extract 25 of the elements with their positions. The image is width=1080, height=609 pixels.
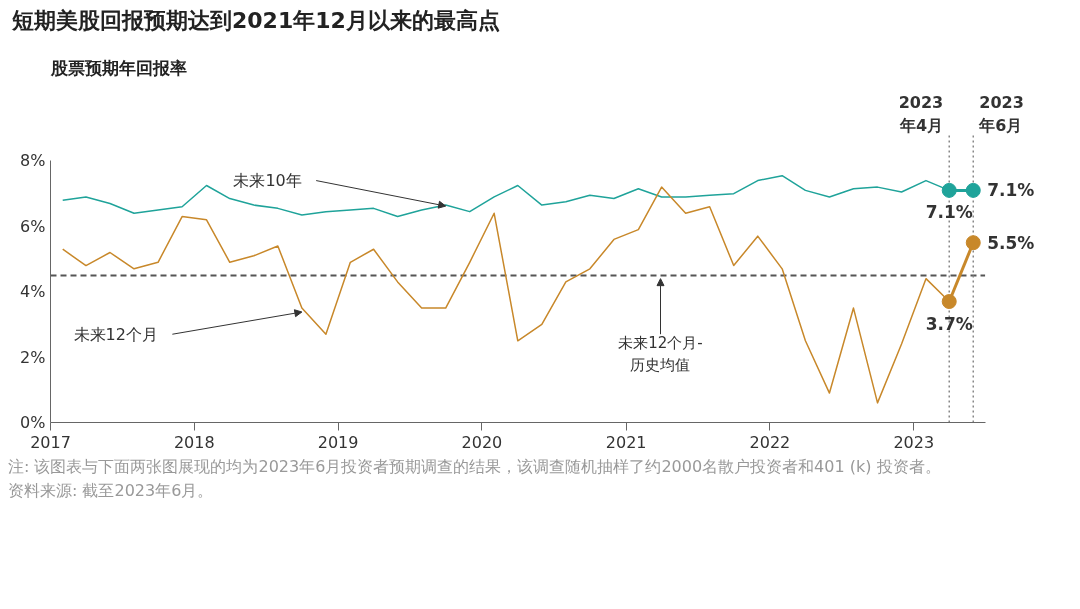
x-tick-label: 2017 bbox=[30, 432, 71, 452]
y-tick-label: 6% bbox=[20, 216, 46, 236]
x-tick-label: 2020 bbox=[461, 432, 503, 452]
x-tick-label: 2019 bbox=[317, 432, 359, 452]
data-label: 7.1% bbox=[925, 202, 973, 223]
chart-subtitle: 股票预期年回报率 bbox=[49, 57, 187, 78]
ref-line-label: 未来12个月- 历史均值 bbox=[618, 334, 703, 374]
y-tick-label: 4% bbox=[20, 282, 46, 302]
ref-line-label: 2023 年4月 bbox=[898, 93, 944, 135]
x-tick-label: 2018 bbox=[173, 432, 215, 452]
x-tick-label: 2023 bbox=[893, 432, 935, 452]
data-label: 7.1% bbox=[987, 180, 1035, 201]
x-tick-label: 2022 bbox=[749, 432, 791, 452]
y-tick-label: 2% bbox=[20, 347, 46, 367]
x-tick-label: 2021 bbox=[605, 432, 647, 452]
text: 资料来源: 截至2023年6月。 bbox=[8, 481, 214, 500]
text: 注: 该图表与下面两张图展现的均为2023年6月投资者预期调查的结果，该调查随机抽样了约2000名散户投资者和401 (k) 投资者。 bbox=[8, 457, 941, 476]
annotation: 未来12个月 bbox=[73, 324, 158, 344]
ref-line-label: 2023 年6月 bbox=[978, 93, 1024, 135]
y-tick-label: 8% bbox=[20, 151, 46, 171]
annotation: 未来10年 bbox=[233, 171, 302, 191]
data-label: 5.5% bbox=[987, 232, 1035, 253]
chart-title: 短期美股回报预期达到2021年12月以来的最高点 bbox=[12, 8, 500, 33]
y-tick-label: 0% bbox=[20, 413, 46, 432]
data-label: 3.7% bbox=[925, 313, 973, 334]
